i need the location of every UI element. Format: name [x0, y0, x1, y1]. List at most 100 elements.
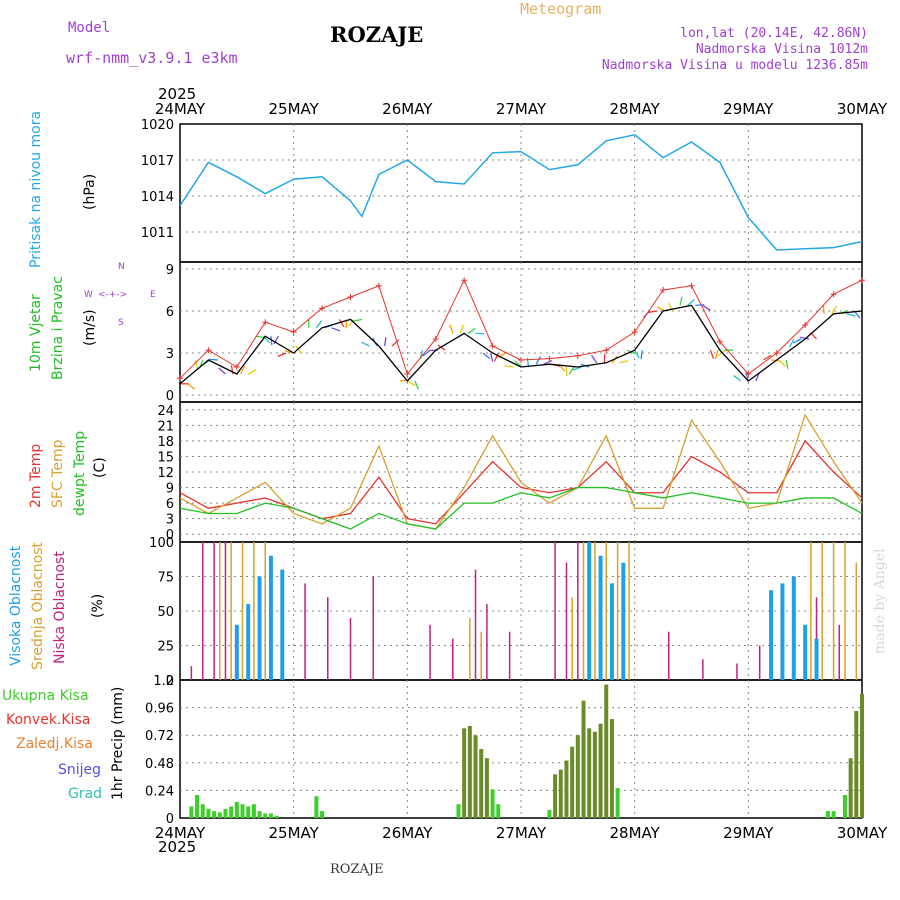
ytick-4-2: 0.48: [145, 757, 174, 772]
compass-cross: <-+->: [98, 290, 128, 300]
precip-bar-43: [854, 711, 859, 818]
ytick-0-3: 1020: [141, 118, 174, 133]
wind-arrow-21: [338, 319, 345, 328]
precip-bar-13: [263, 813, 268, 818]
ytick-1-2: 6: [166, 305, 174, 320]
precip-bar-14: [268, 813, 273, 818]
legend-frozen-rain: Zaledj.Kisa: [16, 736, 93, 752]
wind-gust-marker-22: [802, 322, 809, 328]
wind-gust-marker-13: [546, 355, 553, 362]
wind-arrow-38: [467, 327, 476, 334]
ytick-0-2: 1017: [141, 154, 174, 169]
wind-arrow-41: [490, 352, 494, 362]
model-elevation-label: Nadmorska Visina u modelu 1236.85m: [601, 58, 868, 73]
precip-bar-37: [609, 719, 614, 818]
wind-arrow-79: [778, 359, 786, 367]
xtick-top-4: 28MAY: [610, 100, 661, 118]
precip-bar-30: [570, 746, 575, 818]
wind-gust-marker-6: [347, 294, 354, 300]
ytick-2-5: 15: [157, 450, 174, 465]
legend-snow: Snijeg: [58, 762, 102, 778]
wind-arrow-55: [591, 355, 598, 364]
wind-arrow-23: [347, 318, 355, 327]
compass-n-label: N: [118, 262, 125, 272]
wind-arrow-83: [799, 336, 810, 340]
compass-w-label: W: [84, 290, 93, 300]
precip-bar-10: [246, 806, 251, 818]
wind-arrow-67: [687, 299, 695, 306]
legend-conv-rain: Konvek.Kisa: [6, 712, 91, 728]
precip-bar-12: [257, 811, 262, 818]
wind-gust-marker-15: [603, 347, 610, 354]
xtick-bottom-3: 27MAY: [496, 824, 547, 842]
precip-bar-11: [251, 804, 256, 818]
wind-arrow-70: [709, 349, 715, 359]
precip-bar-19: [462, 728, 467, 818]
wind-gust-marker-7: [375, 282, 382, 289]
model-name: wrf-nmm_v3.9.1 e3km: [66, 49, 238, 67]
wind-arrow-66: [679, 296, 683, 306]
wind-arrow-61: [640, 350, 643, 360]
ytick-2-1: 3: [166, 513, 174, 528]
wind-gust-marker-11: [489, 343, 496, 349]
ytick-4-1: 0.24: [145, 784, 174, 799]
coords-label: lon,lat (20.14E, 42.86N): [680, 26, 868, 41]
precip-bar-1: [195, 795, 200, 818]
wind-gust-marker-8: [404, 371, 411, 377]
wind-arrow-74: [733, 374, 742, 382]
xtick-top-1: 25MAY: [269, 100, 320, 118]
precip-bar-5: [217, 812, 222, 818]
wind-gust-marker-19: [716, 338, 723, 345]
ytick-0-0: 1011: [141, 226, 174, 241]
compass-e-label: E: [150, 290, 156, 300]
ytick-2-6: 18: [157, 435, 174, 450]
xtick-top-3: 27MAY: [496, 100, 547, 118]
wind-gust-marker-24: [859, 277, 865, 284]
wind-arrow-24: [352, 318, 363, 322]
compass-s-label: S: [118, 318, 124, 328]
wind-gust-marker-10: [461, 277, 468, 284]
precip-bar-25: [496, 804, 501, 818]
ytick-1-0: 0: [166, 389, 174, 404]
wind-arrow-85: [822, 304, 825, 314]
precip-bar-3: [206, 808, 211, 818]
ytick-0-1: 1014: [141, 190, 174, 205]
wind-arrow-69: [702, 304, 711, 311]
wind-arrow-5: [208, 358, 218, 361]
wind-gust-marker-9: [432, 336, 439, 342]
wind-arrow-60: [634, 349, 640, 359]
precip-bar-42: [848, 758, 853, 818]
wind-gust-marker-12: [518, 357, 524, 363]
wind-arrow-14: [277, 352, 287, 357]
year-top: 2025: [158, 85, 197, 103]
wind-gust-marker-2: [233, 364, 240, 370]
precip-bar-15: [274, 815, 279, 818]
ytick-3-2: 50: [157, 605, 174, 620]
precip-bar-22: [479, 749, 484, 818]
precip-bar-4: [212, 811, 217, 818]
wind-arrow-40: [482, 352, 491, 360]
ytick-4-0: 0: [166, 812, 174, 827]
precip-bar-23: [484, 758, 489, 818]
precip-bar-6: [223, 808, 228, 818]
precip-bar-9: [240, 804, 245, 818]
wind-arrow-18: [315, 320, 323, 329]
wind-arrow-58: [619, 359, 629, 364]
wind-arrow-53: [572, 366, 582, 371]
ytick-4-4: 0.96: [145, 702, 174, 717]
ytick-2-3: 9: [166, 482, 174, 497]
wind-arrow-10: [255, 335, 265, 339]
wind-arrow-37: [459, 324, 464, 334]
precip-bar-34: [592, 731, 597, 818]
precip-bar-26: [547, 809, 552, 818]
wind-arrow-25: [361, 341, 370, 347]
wind-arrow-77: [763, 354, 772, 361]
ytick-4-3: 0.72: [145, 729, 174, 744]
ytick-1-3: 9: [166, 263, 174, 278]
precip-bar-28: [558, 769, 563, 818]
wind-arrow-30: [407, 380, 416, 387]
precip-bar-35: [598, 723, 603, 818]
wind-arrow-31: [414, 380, 420, 390]
precip-bar-16: [314, 796, 319, 818]
legend-total-rain: Ukupna Kisa: [2, 688, 89, 704]
